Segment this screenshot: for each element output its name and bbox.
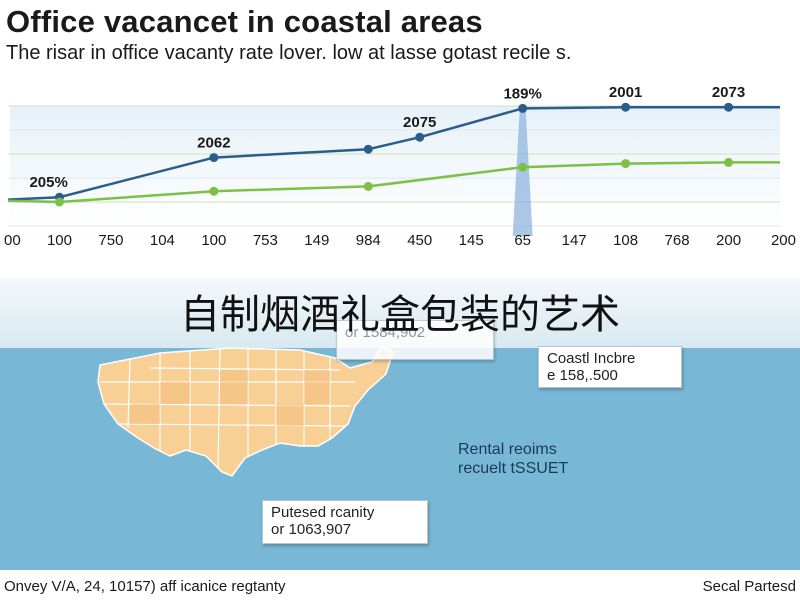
x-tick-label: 100 <box>47 232 72 249</box>
point-label: 189% <box>503 85 541 102</box>
x-tick-label: 753 <box>253 232 278 249</box>
chart-plot-background <box>10 106 780 226</box>
x-tick-label: 768 <box>665 232 690 249</box>
x-tick-label: 147 <box>562 232 587 249</box>
x-tick-label: 750 <box>98 232 123 249</box>
series-2-point <box>518 162 528 172</box>
footer-source: Onvey V/A, 24, 10157) aff icanice regtan… <box>4 578 286 595</box>
series-1-point <box>363 144 373 154</box>
point-label: 205% <box>29 174 67 191</box>
chart-title: Office vacancet in coastal areas <box>6 4 483 39</box>
point-label: 2001 <box>609 84 642 101</box>
x-tick-label: 149 <box>304 232 329 249</box>
point-label: 2062 <box>197 135 230 152</box>
map-callout-2: Coastl Incbre e 158,.500 <box>538 346 682 388</box>
state-shading <box>130 370 330 426</box>
chart-subtitle: The risar in office vacanty rate lover. … <box>6 42 572 64</box>
map-callout-4-line1: Putesed rcanity <box>271 504 375 521</box>
chart-series <box>7 102 780 207</box>
x-tick-label: 145 <box>459 232 484 249</box>
overlay-title: 自制烟酒礼盒包装的艺术 <box>180 293 620 337</box>
series-1-point <box>621 102 631 112</box>
map-callout-4-line2: or 1063,907 <box>271 521 352 538</box>
us-map <box>97 345 394 477</box>
map-callout-1-line2: or 1584,902 <box>345 324 426 341</box>
map-callout-2-line1: Coastl Incbre <box>547 350 636 367</box>
series-2-point <box>54 197 64 207</box>
x-tick-label: 450 <box>407 232 432 249</box>
series-2-point <box>363 181 373 191</box>
series-2-point <box>621 159 631 169</box>
x-tick-label: 200 <box>771 232 796 249</box>
line-chart: 205% 2062 2075 189% 2001 2073 00 100 750 104 100 7… <box>4 84 796 249</box>
series-2-line <box>7 161 780 204</box>
footer-credit: Secal Partesd <box>702 578 796 595</box>
map-panel: or 1584,902 Coastl Incbre e 158,.500 Ren… <box>0 278 800 570</box>
map-callout-4: Putesed rcanity or 1063,907 <box>262 500 428 544</box>
series-2-point <box>724 157 734 167</box>
x-tick-label: 65 <box>514 232 531 249</box>
series-1-point <box>415 132 425 142</box>
point-label: 2075 <box>403 114 436 131</box>
x-tick-label: 100 <box>201 232 226 249</box>
series-1-point <box>209 153 219 163</box>
chart-highlight <box>512 110 533 236</box>
map-label-rental-line2: recuelt tSSUET <box>458 460 569 477</box>
chart-point-labels: 205% 2062 2075 189% 2001 2073 <box>29 84 745 191</box>
map-callout-2-line2: e 158,.500 <box>547 367 618 384</box>
point-label: 2073 <box>712 84 745 101</box>
x-tick-label: 984 <box>356 232 381 249</box>
map-callout-1: or 1584,902 <box>336 320 494 360</box>
map-label-rental: Rental reoims recuelt tSSUET <box>458 440 568 478</box>
x-tick-label: 00 <box>4 232 21 249</box>
x-tick-label: 108 <box>613 232 638 249</box>
series-1-point <box>724 102 734 112</box>
chart-x-axis: 00 100 750 104 100 753 149 984 450 145 65 147 108 768… <box>4 232 796 249</box>
x-tick-label: 104 <box>150 232 175 249</box>
chart-highlight-marker <box>512 110 533 236</box>
series-2-point <box>209 186 219 196</box>
map-label-rental-line1: Rental reoims <box>458 441 557 458</box>
series-1-point <box>518 103 528 113</box>
x-tick-label: 200 <box>716 232 741 249</box>
